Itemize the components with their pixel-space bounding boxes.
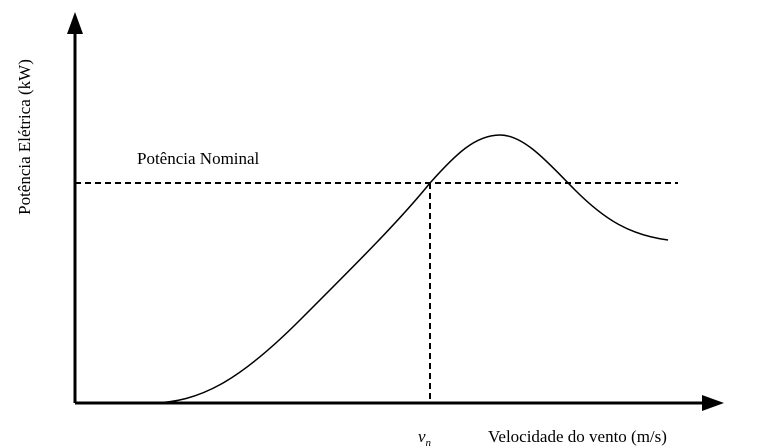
y-axis-label: Potência Elétrica (kW) <box>15 59 34 215</box>
rated-speed-subscript: n <box>426 437 432 448</box>
power-curve <box>149 134 669 404</box>
rated-speed-symbol: v <box>418 427 426 446</box>
y-axis-arrow <box>67 12 83 34</box>
x-axis-label: Velocidade do vento (m/s) <box>488 427 667 446</box>
rated-speed-label: vn <box>418 427 432 448</box>
x-axis-arrow <box>702 395 724 411</box>
nominal-power-label: Potência Nominal <box>137 149 260 168</box>
